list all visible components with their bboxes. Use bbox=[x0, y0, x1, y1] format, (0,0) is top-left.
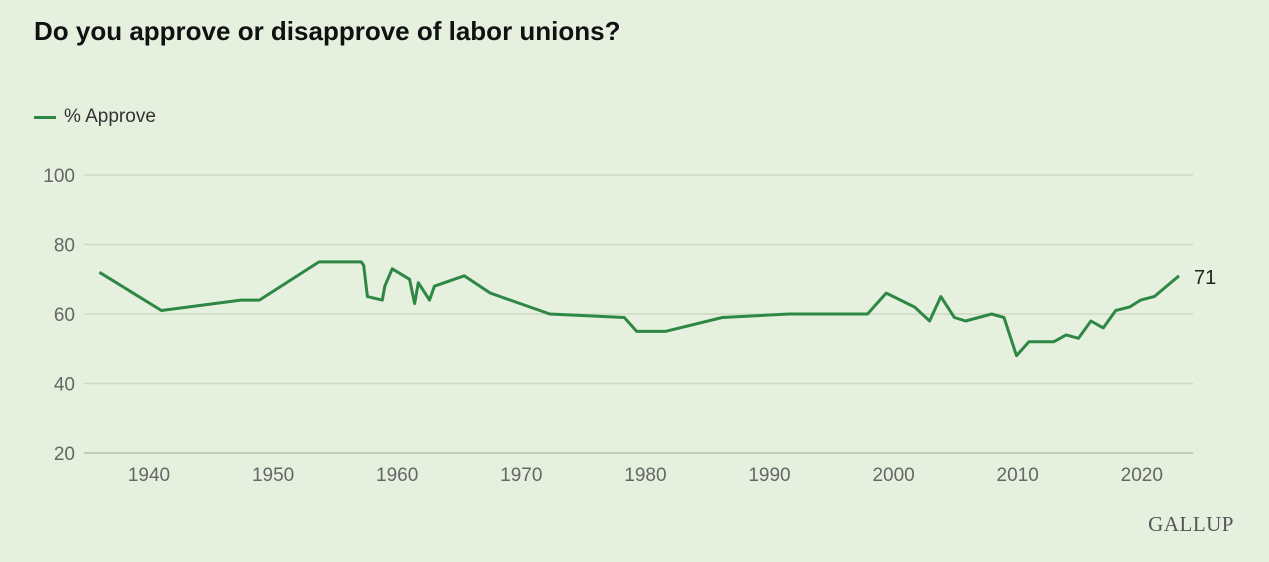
legend-label: % Approve bbox=[64, 106, 156, 127]
x-tick-label: 1940 bbox=[128, 465, 170, 486]
y-tick-label: 40 bbox=[54, 375, 75, 396]
end-value-label: 71 bbox=[1194, 267, 1216, 289]
y-tick-label: 100 bbox=[43, 166, 75, 187]
x-tick-label: 2000 bbox=[872, 465, 914, 486]
legend-swatch bbox=[34, 115, 56, 119]
legend: % Approve bbox=[34, 106, 156, 128]
y-tick-label: 80 bbox=[54, 236, 75, 257]
x-tick-label: 1980 bbox=[624, 465, 666, 486]
x-tick-label: 1960 bbox=[376, 465, 418, 486]
x-tick-label: 2010 bbox=[997, 465, 1039, 486]
y-tick-label: 20 bbox=[54, 444, 75, 465]
gallup-logo: GALLUP bbox=[1148, 512, 1234, 536]
series-line-approve bbox=[98, 260, 1180, 358]
x-tick-label: 1950 bbox=[252, 465, 294, 486]
chart-title: Do you approve or disapprove of labor un… bbox=[34, 16, 621, 46]
x-tick-label: 2020 bbox=[1121, 465, 1163, 486]
x-tick-label: 1990 bbox=[748, 465, 790, 486]
y-tick-label: 60 bbox=[54, 305, 75, 326]
x-tick-label: 1970 bbox=[500, 465, 542, 486]
